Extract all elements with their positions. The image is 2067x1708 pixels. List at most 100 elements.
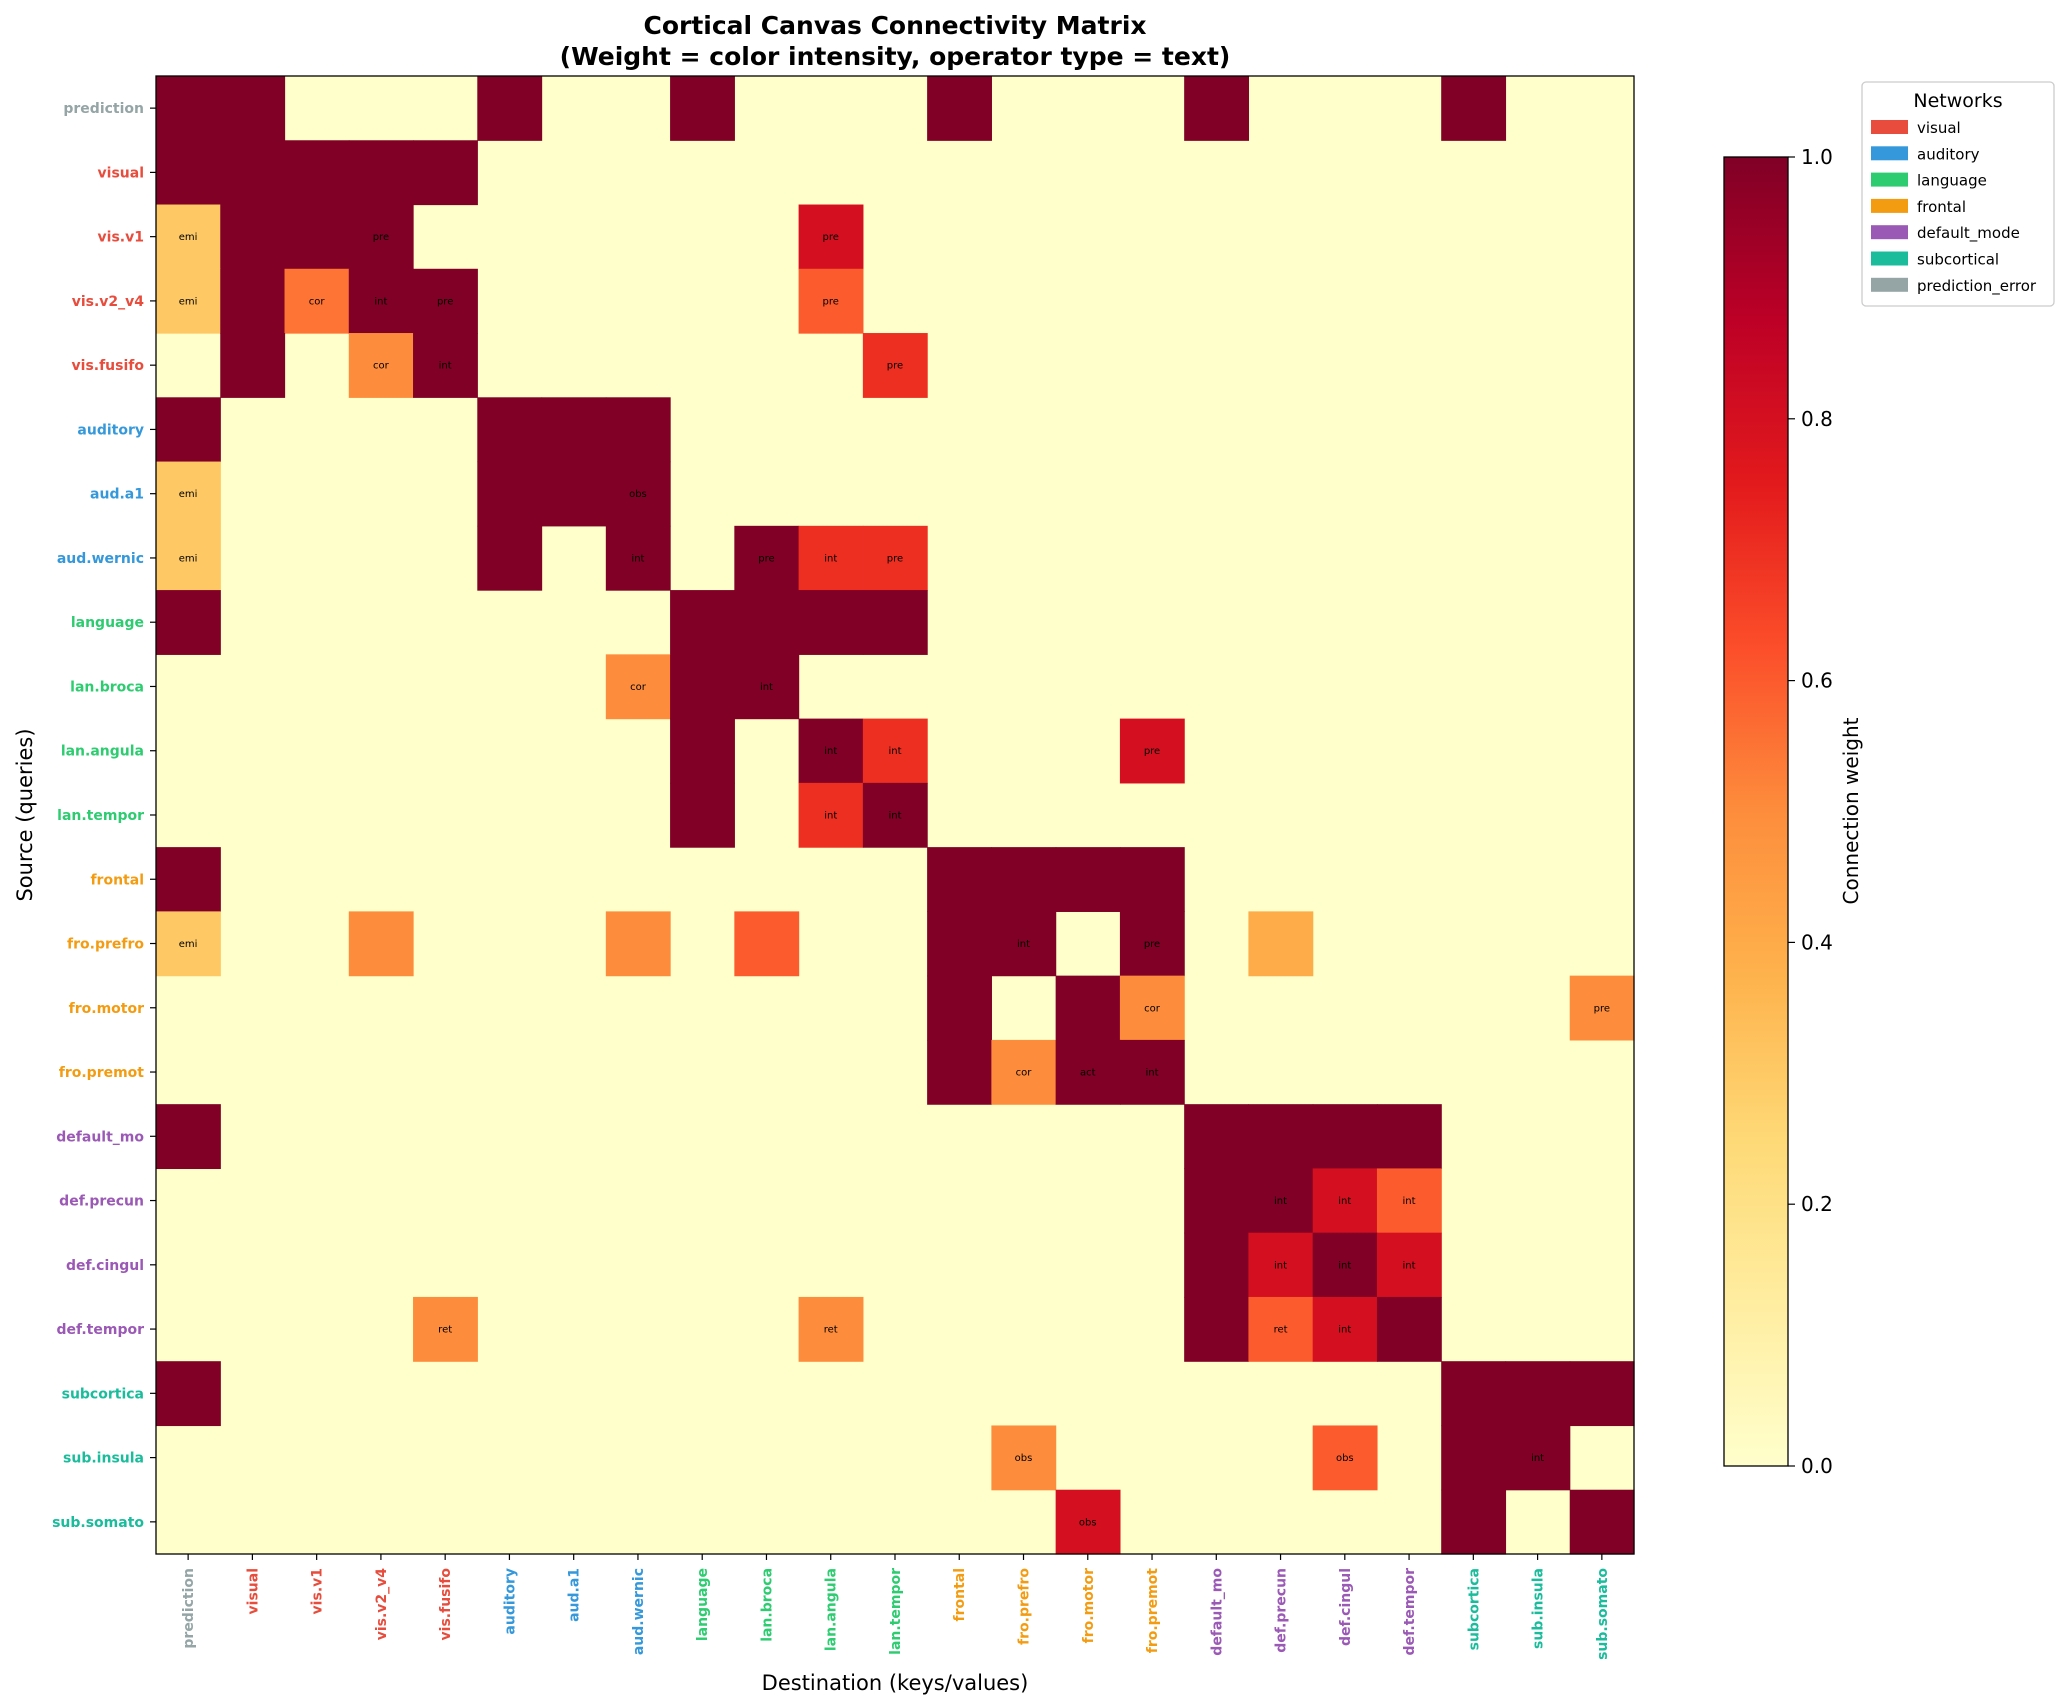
- y-tick-label: sub.insula: [63, 1451, 144, 1467]
- heatmap-cell: [1184, 1232, 1250, 1298]
- heatmap-cell: [477, 397, 543, 463]
- cell-annotation: int: [888, 810, 901, 821]
- y-tick-label: language: [71, 615, 144, 631]
- heatmap-cell: [1569, 1489, 1635, 1555]
- heatmap-cell: [605, 397, 671, 463]
- heatmap-cell: [348, 268, 414, 334]
- cell-annotation: emi: [179, 553, 198, 564]
- legend-item-label: frontal: [1917, 198, 1966, 216]
- heatmap-cell: [1055, 847, 1121, 912]
- heatmap-cell: [1248, 1296, 1314, 1362]
- colorbar-ticks: 0.0 0.2 0.4 0.6 0.8 1.0: [1788, 145, 1833, 1478]
- x-tick-label: def.cingul: [1338, 1568, 1354, 1646]
- x-tick-label: aud.wernic: [631, 1568, 647, 1655]
- x-tick-label: lan.tempor: [888, 1568, 904, 1655]
- heatmap-cell: [156, 397, 221, 463]
- chart-title-line1: Cortical Canvas Connectivity Matrix: [643, 11, 1146, 40]
- heatmap-cell: [156, 461, 221, 527]
- colorbar-tick-label: 0.8: [1801, 407, 1833, 431]
- colorbar: 0.0 0.2 0.4 0.6 0.8 1.0 Connection weight: [1723, 145, 1863, 1478]
- cell-annotation: pre: [1144, 939, 1160, 950]
- heatmap-cell: [927, 76, 992, 141]
- cell-annotation: emi: [179, 232, 198, 243]
- heatmap-cell: [284, 268, 350, 334]
- cell-annotation: act: [1080, 1068, 1096, 1079]
- colorbar-tick-label: 0.6: [1801, 669, 1833, 693]
- heatmap-cell: [1248, 1104, 1314, 1170]
- y-tick-label: vis.v2_v4: [72, 294, 145, 310]
- y-tick-label: vis.fusifo: [72, 358, 145, 374]
- x-tick-label: def.tempor: [1402, 1568, 1418, 1656]
- heatmap-area: emi pre pre emi cor int pre pre cor int pre emi obs e…: [155, 75, 1635, 1555]
- heatmap-cell: [991, 1425, 1057, 1491]
- heatmap-cell: [734, 911, 800, 977]
- heatmap-cell: [1184, 1168, 1250, 1234]
- heatmap-cell: [220, 333, 286, 398]
- heatmap-cell: [1312, 1296, 1378, 1362]
- cell-annotation: emi: [179, 939, 198, 950]
- heatmap-cell: [1248, 911, 1314, 977]
- heatmap-cell: [1248, 1168, 1314, 1234]
- x-tick-label: sub.insula: [1531, 1568, 1547, 1649]
- heatmap-cell: [220, 268, 286, 334]
- cell-annotation: pre: [1144, 746, 1160, 757]
- heatmap-cell: [862, 782, 928, 848]
- heatmap-cell: [1055, 1039, 1121, 1105]
- legend-swatch: [1871, 251, 1908, 266]
- heatmap-cell: [927, 847, 992, 912]
- heatmap-cell: [670, 76, 735, 141]
- cell-annotation: ret: [438, 1325, 452, 1336]
- heatmap-cell: [734, 590, 800, 655]
- heatmap-cell: [541, 461, 607, 527]
- heatmap-cell: [477, 525, 543, 591]
- cell-annotation: obs: [629, 489, 647, 500]
- legend-box: [1861, 81, 2055, 307]
- cell-annotation: cor: [1144, 1003, 1161, 1014]
- legend-swatch: [1871, 198, 1908, 213]
- y-tick-label: def.precun: [59, 1194, 144, 1210]
- heatmap-cell: [156, 140, 221, 206]
- heatmap-cell: [605, 461, 671, 527]
- heatmap-cell: [670, 654, 735, 720]
- heatmap-cell: [670, 718, 735, 784]
- heatmap-cell: [1184, 76, 1250, 141]
- colorbar-tick-label: 1.0: [1801, 145, 1833, 169]
- heatmap-cell: [734, 654, 800, 720]
- heatmap-cell: [156, 525, 221, 591]
- cell-annotation: pre: [887, 553, 903, 564]
- cell-annotation: pre: [758, 553, 774, 564]
- cell-annotation: int: [1274, 1260, 1287, 1271]
- x-tick-label: def.precun: [1274, 1568, 1290, 1653]
- heatmap-cells: [156, 76, 1635, 1555]
- y-tick-label: fro.prefro: [67, 937, 144, 953]
- x-tick-label: fro.premot: [1145, 1568, 1161, 1654]
- heatmap-cell: [541, 397, 607, 463]
- legend-title: Networks: [1913, 90, 2002, 112]
- y-tick-label: sub.somato: [52, 1515, 144, 1531]
- heatmap-cell: [348, 911, 414, 977]
- cell-annotation: int: [824, 746, 837, 757]
- legend-swatch: [1871, 277, 1908, 292]
- cell-annotation: pre: [1594, 1003, 1610, 1014]
- heatmap-cell: [798, 1296, 864, 1362]
- heatmap-cell: [927, 911, 992, 977]
- colorbar-tick-label: 0.0: [1801, 1454, 1833, 1478]
- legend-items: visual auditory language frontal default_mod…: [1871, 119, 2037, 296]
- heatmap-cell: [284, 204, 350, 270]
- cell-annotation: pre: [437, 296, 453, 307]
- heatmap-cell: [156, 1104, 221, 1170]
- y-tick-label: fro.premot: [59, 1065, 145, 1081]
- heatmap-cell: [927, 1039, 992, 1105]
- heatmap-cell: [991, 847, 1057, 912]
- x-tick-label: language: [695, 1568, 711, 1641]
- cell-annotation: pre: [887, 361, 903, 372]
- heatmap-cell: [156, 911, 221, 977]
- heatmap-cell: [284, 140, 350, 206]
- heatmap-cell: [1441, 76, 1507, 141]
- cell-annotation: cor: [630, 682, 647, 693]
- legend-item-label: default_mode: [1917, 224, 2020, 243]
- legend-item-label: prediction_error: [1917, 277, 2037, 296]
- heatmap-cell: [862, 333, 928, 398]
- x-tick-label: sub.somato: [1595, 1568, 1611, 1660]
- y-tick-label: visual: [98, 165, 144, 181]
